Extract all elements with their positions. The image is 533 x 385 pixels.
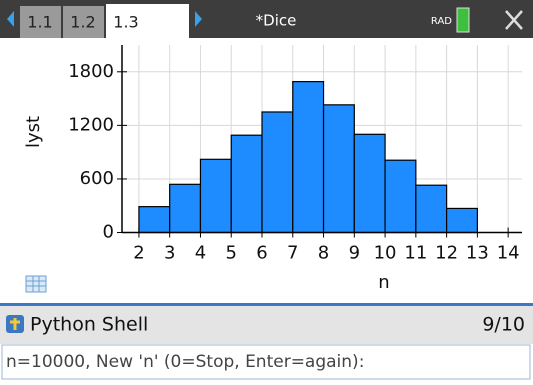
x-tick-label: 10	[374, 243, 397, 264]
shell-prompt: n=10000, New 'n' (0=Stop, Enter=again):	[6, 352, 364, 372]
document-title: *Dice	[256, 12, 297, 30]
x-tick-label: 11	[404, 243, 427, 264]
screen: 1.1 1.2 1.3 *Dice RAD 23456789 10 11 12 13 14…	[0, 0, 533, 385]
shell-title: Python Shell	[30, 314, 148, 336]
bar	[416, 185, 447, 232]
y-tick-label: 0	[103, 222, 114, 243]
bar	[447, 208, 478, 232]
y-axis-label: lyst	[23, 116, 44, 148]
tab-label: 1.3	[113, 13, 138, 32]
bar	[293, 82, 324, 233]
x-tick-label: 5	[226, 243, 237, 264]
x-tick-label: 13	[466, 243, 489, 264]
tab-label: 1.2	[70, 13, 95, 32]
x-tick-label: 6	[256, 243, 267, 264]
divider	[0, 303, 533, 306]
y-tick-label: 1200	[68, 114, 114, 135]
shell-page: 9/10	[482, 314, 525, 336]
bar	[354, 134, 385, 232]
tab-label: 1.1	[27, 13, 52, 32]
table-icon-frame	[26, 276, 46, 292]
bar	[324, 105, 355, 233]
bar	[231, 135, 262, 232]
bar	[385, 160, 416, 232]
y-tick-label: 1800	[68, 61, 114, 82]
bar	[262, 112, 293, 233]
bar	[200, 159, 231, 232]
y-tick-label: 600	[80, 168, 114, 189]
x-tick-label: 8	[318, 243, 329, 264]
x-tick-label: 7	[287, 243, 298, 264]
x-tick-label: 12	[435, 243, 458, 264]
x-axis-label: n	[378, 272, 389, 293]
battery-icon	[457, 8, 469, 32]
x-tick-label: 2	[133, 243, 144, 264]
bar	[170, 184, 201, 232]
x-tick-label: 14	[497, 243, 520, 264]
x-tick-label: 3	[164, 243, 175, 264]
table-icon[interactable]	[26, 276, 46, 292]
bar	[139, 207, 170, 233]
x-tick-label: 4	[195, 243, 206, 264]
x-tick-label: 9	[349, 243, 360, 264]
angle-mode: RAD	[431, 16, 452, 27]
